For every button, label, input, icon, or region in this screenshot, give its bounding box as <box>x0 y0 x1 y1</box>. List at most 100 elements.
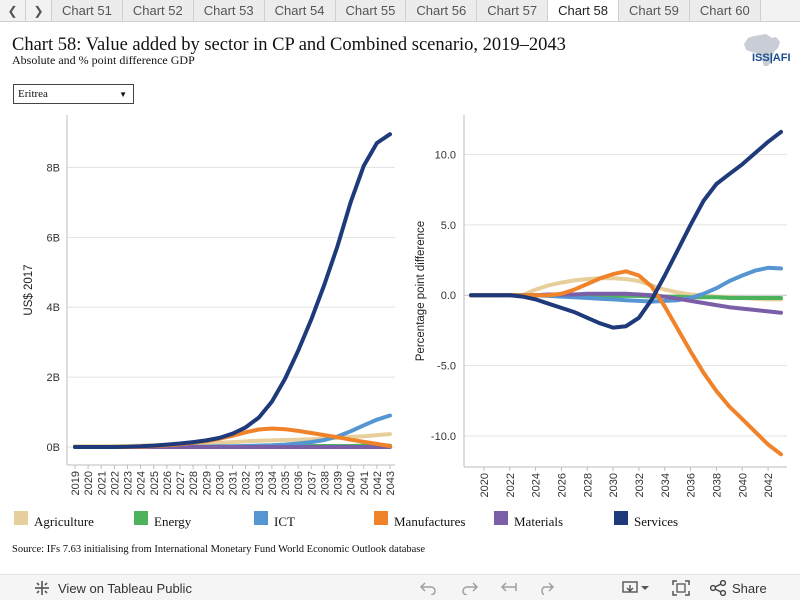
tab-chart-53[interactable]: Chart 53 <box>193 0 265 21</box>
redo-button[interactable] <box>460 579 480 597</box>
series-line-ict[interactable] <box>469 265 783 304</box>
x-tick-label: 2038 <box>711 473 723 497</box>
x-tick-label: 2026 <box>162 471 174 495</box>
legend-swatch <box>374 511 388 525</box>
x-tick-label: 2040 <box>737 473 749 497</box>
revert-icon <box>500 582 517 592</box>
tab-list: Chart 51 Chart 52 Chart 53 Chart 54 Chart 55… <box>52 0 761 21</box>
y-tick-label: 0B <box>47 442 60 454</box>
tab-chart-52[interactable]: Chart 52 <box>122 0 194 21</box>
x-tick-label: 2035 <box>280 471 292 495</box>
series-line-ict[interactable] <box>73 413 392 449</box>
x-tick-label: 2029 <box>201 471 213 495</box>
source-note: Source: IFs 7.63 initialising from Inter… <box>12 544 426 555</box>
x-tick-label: 2025 <box>149 471 161 495</box>
tab-chart-55[interactable]: Chart 55 <box>335 0 407 21</box>
x-tick-label: 2022 <box>505 473 517 497</box>
x-tick-label: 2026 <box>556 473 568 497</box>
x-tick-label: 2042 <box>763 473 775 497</box>
x-tick-label: 2019 <box>70 471 82 495</box>
share-label: Share <box>732 580 767 596</box>
legend-swatch <box>254 511 268 525</box>
y-axis-label: US$ 2017 <box>23 264 35 315</box>
legend-item-ict[interactable]: ICT <box>254 510 295 529</box>
undo-icon <box>419 582 436 595</box>
legend-item-services[interactable]: Services <box>614 510 678 529</box>
tab-chart-60[interactable]: Chart 60 <box>689 0 761 21</box>
series-line-manufactures[interactable] <box>73 426 392 449</box>
series-line-agriculture[interactable] <box>469 276 783 302</box>
download-button[interactable] <box>621 579 651 597</box>
y-tick-label: 6B <box>47 232 60 244</box>
x-tick-label: 2022 <box>109 471 121 495</box>
tab-chart-58[interactable]: Chart 58 <box>548 0 619 21</box>
x-tick-label: 2043 <box>385 471 397 495</box>
series-line-manufactures[interactable] <box>469 269 783 457</box>
chart-title: Chart 58: Value added by sector in CP an… <box>12 35 566 55</box>
share-icon <box>710 580 726 596</box>
tableau-logo-icon <box>35 581 49 595</box>
chevron-right-icon: ❯ <box>33 3 44 18</box>
legend-item-agriculture[interactable]: Agriculture <box>14 510 94 529</box>
y-tick-label: -5.0 <box>437 361 456 373</box>
chart-subtitle: Absolute and % point difference GDP <box>12 53 195 67</box>
legend-swatch <box>614 511 628 525</box>
legend-label: Services <box>634 514 679 529</box>
x-tick-label: 2033 <box>254 471 266 495</box>
x-tick-label: 2031 <box>228 471 240 495</box>
x-tick-label: 2024 <box>531 473 543 497</box>
y-axis-label: Percentage point difference <box>415 221 427 361</box>
x-tick-label: 2027 <box>175 471 187 495</box>
logo-text: ISS|AFI <box>752 52 791 64</box>
legend: Agriculture Energy ICT Manufactures Material… <box>0 510 800 534</box>
legend-label: Agriculture <box>34 514 94 529</box>
bottom-toolbar: View on Tableau Public Share <box>0 574 800 600</box>
legend-label: ICT <box>274 514 295 529</box>
tab-chart-59[interactable]: Chart 59 <box>619 0 690 21</box>
legend-item-energy[interactable]: Energy <box>134 510 191 529</box>
prev-tab-button[interactable]: ❮ <box>0 0 26 21</box>
share-button[interactable]: Share <box>710 580 767 596</box>
download-icon <box>622 581 649 593</box>
next-tab-button[interactable]: ❯ <box>26 0 52 21</box>
x-tick-label: 2041 <box>359 471 371 495</box>
series-line-materials[interactable] <box>469 291 783 315</box>
legend-label: Energy <box>154 514 192 529</box>
x-tick-label: 2032 <box>634 473 646 497</box>
series-line-energy[interactable] <box>73 443 392 449</box>
x-tick-label: 2034 <box>267 471 279 495</box>
series-line-energy[interactable] <box>469 293 783 300</box>
tab-chart-56[interactable]: Chart 56 <box>406 0 478 21</box>
x-tick-label: 2028 <box>582 473 594 497</box>
x-tick-label: 2023 <box>123 471 135 495</box>
legend-swatch <box>494 511 508 525</box>
x-tick-label: 2030 <box>608 473 620 497</box>
legend-item-manufactures[interactable]: Manufactures <box>374 510 465 529</box>
x-tick-label: 2034 <box>660 473 672 497</box>
revert-button[interactable] <box>499 579 519 597</box>
view-on-tableau-label: View on Tableau Public <box>58 580 192 596</box>
tab-chart-57[interactable]: Chart 57 <box>477 0 549 21</box>
y-tick-label: 8B <box>47 162 60 174</box>
undo-button[interactable] <box>418 579 438 597</box>
x-tick-label: 2040 <box>346 471 358 495</box>
series-line-agriculture[interactable] <box>73 432 392 449</box>
x-tick-label: 2020 <box>479 473 491 497</box>
tab-chart-54[interactable]: Chart 54 <box>264 0 336 21</box>
x-tick-label: 2024 <box>136 471 148 495</box>
view-on-tableau-link[interactable]: View on Tableau Public <box>34 580 192 596</box>
fullscreen-button[interactable] <box>671 579 691 597</box>
x-tick-label: 2021 <box>96 471 108 495</box>
y-tick-label: 0.0 <box>441 290 456 302</box>
legend-item-materials[interactable]: Materials <box>494 510 563 529</box>
x-tick-label: 2032 <box>241 471 253 495</box>
tab-chart-51[interactable]: Chart 51 <box>52 0 123 21</box>
refresh-button[interactable] <box>536 579 556 597</box>
series-line-services[interactable] <box>73 132 392 449</box>
y-tick-label: 4B <box>47 302 60 314</box>
point-difference-chart: -10.0 -5.0 0.0 5.0 10.0 2020 2022 2024 2026 2028 2… <box>415 115 787 497</box>
y-tick-label: -10.0 <box>431 431 456 443</box>
series-line-services[interactable] <box>469 129 783 330</box>
country-dropdown[interactable]: Eritrea ▼ <box>13 84 134 104</box>
